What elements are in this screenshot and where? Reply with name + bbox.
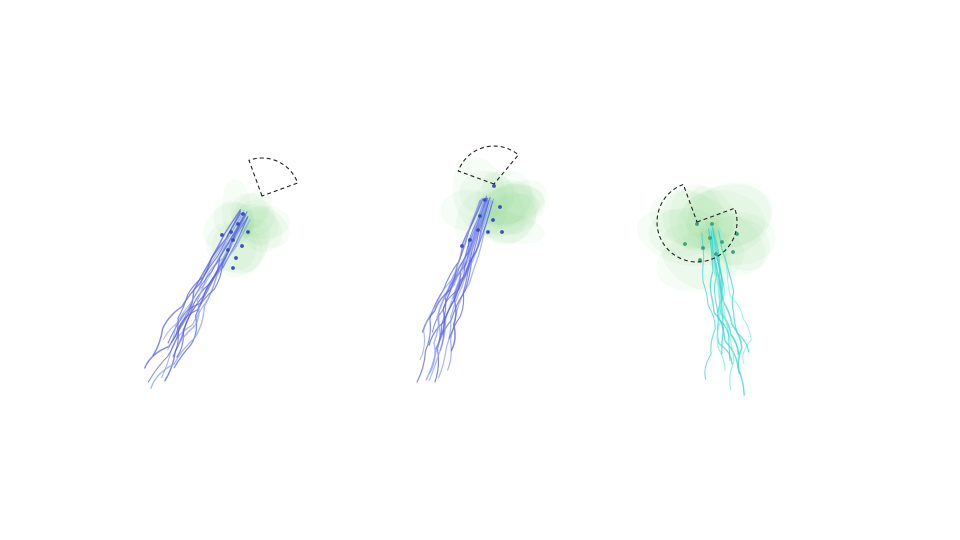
node-dot (236, 222, 240, 226)
node-dot (683, 242, 687, 246)
cloud-blob (676, 184, 774, 251)
node-dot (478, 214, 482, 218)
node-dot (492, 184, 496, 188)
node-dot (231, 238, 235, 242)
panel-2-fov-arc (457, 145, 520, 185)
cloud-blob (479, 180, 536, 226)
cloud-blob (636, 209, 730, 267)
cloud-blob (220, 218, 271, 278)
cloud-blob (662, 189, 720, 249)
tentacle (176, 213, 247, 347)
tentacle (419, 197, 483, 361)
cloud-blob (473, 185, 544, 226)
cloud-blob (476, 183, 546, 235)
node-dot (491, 218, 495, 222)
panel-1-tentacles (144, 209, 251, 389)
cloud-blob (648, 207, 720, 257)
panel-2-nodes (460, 184, 504, 248)
node-dot (500, 230, 504, 234)
cloud-blob (473, 179, 548, 238)
cloud-blob (481, 192, 537, 246)
panel-1 (144, 157, 299, 389)
node-dot (468, 238, 472, 242)
panel-3-fov-arc (656, 183, 738, 263)
node-dot (241, 212, 245, 216)
tentacle (448, 200, 494, 339)
cloud-blob (240, 206, 279, 245)
node-dot (229, 230, 233, 234)
tentacle (450, 201, 490, 352)
tentacle (701, 232, 716, 380)
cloud-blob (234, 199, 276, 237)
cloud-blob (452, 156, 508, 236)
node-dot (240, 244, 244, 248)
node-dot (486, 230, 490, 234)
panel-3-nodes (683, 222, 739, 262)
node-dot (735, 232, 739, 236)
cloud-blob (476, 170, 533, 228)
tentacle (167, 216, 242, 351)
panel-2-cloud (440, 156, 548, 246)
node-dot (476, 228, 480, 232)
node-dot (695, 222, 699, 226)
cloud-blob (241, 210, 283, 253)
cloud-blob (705, 211, 766, 271)
node-dot (234, 256, 238, 260)
node-dot (698, 258, 702, 262)
node-dot (710, 222, 714, 226)
node-dot (460, 244, 464, 248)
node-dot (498, 205, 502, 209)
node-dot (731, 250, 735, 254)
tentacle (429, 199, 488, 374)
cloud-blob (230, 193, 269, 230)
node-dot (708, 236, 712, 240)
panel-1-fov-arc (248, 157, 299, 197)
tentacle (707, 228, 724, 355)
cloud-blob (688, 186, 736, 240)
cloud-blob (480, 183, 537, 244)
panel-2 (416, 145, 548, 383)
panel-3-cloud (636, 182, 776, 291)
node-dot (720, 240, 724, 244)
node-dot (701, 246, 705, 250)
node-dot (246, 230, 250, 234)
tentacle (150, 219, 251, 389)
cloud-blob (234, 203, 290, 249)
panel-1-nodes (220, 212, 250, 270)
node-dot (220, 233, 224, 237)
cloud-blob (682, 190, 766, 247)
tentacle (709, 232, 731, 362)
node-dot (226, 248, 230, 252)
tentacle (710, 231, 733, 365)
node-dot (483, 198, 487, 202)
tentacle (176, 211, 248, 358)
cloud-blob (237, 206, 291, 239)
cloud-blob (482, 193, 540, 229)
node-dot (714, 252, 718, 256)
panel-3 (636, 182, 776, 396)
panel-1-cloud (203, 178, 291, 278)
node-dot (231, 266, 235, 270)
tentacle (437, 199, 492, 379)
tentacle (152, 209, 242, 357)
cloud-blob (686, 182, 771, 257)
